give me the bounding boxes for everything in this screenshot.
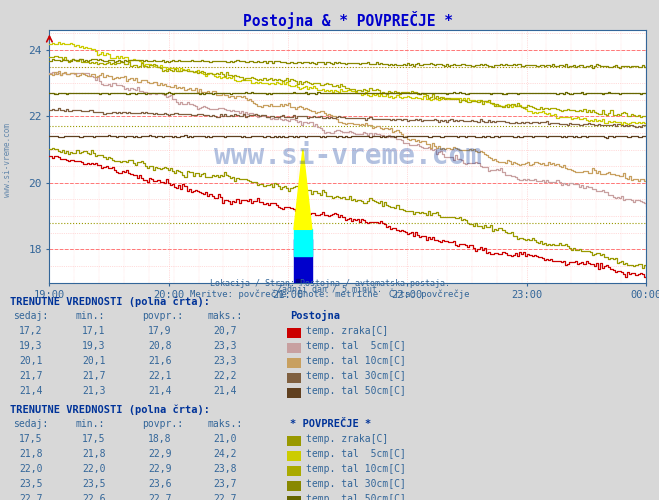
- Text: sedaj:: sedaj:: [13, 419, 48, 429]
- Text: temp. tal  5cm[C]: temp. tal 5cm[C]: [306, 341, 407, 351]
- Text: 17,5: 17,5: [19, 434, 43, 444]
- Text: Meritve: povčrečne  Enote: metrične  Črta: povčrečje: Meritve: povčrečne Enote: metrične Črta:…: [190, 288, 469, 299]
- Text: 17,9: 17,9: [148, 326, 171, 336]
- Text: temp. zraka[C]: temp. zraka[C]: [306, 434, 389, 444]
- Text: 22,0: 22,0: [82, 464, 105, 474]
- Text: 21,0: 21,0: [214, 434, 237, 444]
- Text: 22,6: 22,6: [82, 494, 105, 500]
- Text: sedaj:: sedaj:: [13, 311, 48, 321]
- Text: 24,2: 24,2: [214, 449, 237, 459]
- Text: 20,7: 20,7: [214, 326, 237, 336]
- Text: maks.:: maks.:: [208, 419, 243, 429]
- Text: TRENUTNE VREDNOSTI (polna črta):: TRENUTNE VREDNOSTI (polna črta):: [10, 296, 210, 307]
- Text: temp. zraka[C]: temp. zraka[C]: [306, 326, 389, 336]
- Text: 22,7: 22,7: [148, 494, 171, 500]
- Text: 21,4: 21,4: [214, 386, 237, 396]
- Text: 21,7: 21,7: [82, 371, 105, 381]
- Text: 22,7: 22,7: [214, 494, 237, 500]
- Bar: [294, 230, 312, 256]
- Text: 22,1: 22,1: [148, 371, 171, 381]
- Text: temp. tal 30cm[C]: temp. tal 30cm[C]: [306, 371, 407, 381]
- Text: 21,8: 21,8: [82, 449, 105, 459]
- Text: 20,8: 20,8: [148, 341, 171, 351]
- Text: 21,4: 21,4: [19, 386, 43, 396]
- Text: temp. tal 10cm[C]: temp. tal 10cm[C]: [306, 464, 407, 474]
- Text: 23,6: 23,6: [148, 479, 171, 489]
- Text: povpr.:: povpr.:: [142, 311, 183, 321]
- Text: min.:: min.:: [76, 419, 105, 429]
- Text: 22,9: 22,9: [148, 449, 171, 459]
- Title: Postojna & * POVPREČJE *: Postojna & * POVPREČJE *: [243, 11, 453, 29]
- Text: TRENUTNE VREDNOSTI (polna črta):: TRENUTNE VREDNOSTI (polna črta):: [10, 404, 210, 415]
- Bar: [294, 240, 312, 282]
- Text: 21,6: 21,6: [148, 356, 171, 366]
- Polygon shape: [294, 150, 312, 230]
- Text: 20,1: 20,1: [19, 356, 43, 366]
- Text: Postojna: Postojna: [290, 310, 340, 321]
- Bar: [297, 278, 301, 282]
- Text: 23,8: 23,8: [214, 464, 237, 474]
- Text: 23,7: 23,7: [214, 479, 237, 489]
- Text: 20,1: 20,1: [82, 356, 105, 366]
- Text: maks.:: maks.:: [208, 311, 243, 321]
- Text: 23,3: 23,3: [214, 356, 237, 366]
- Text: Lokacija / Stran: Postojna / avtomatska postaja.: Lokacija / Stran: Postojna / avtomatska …: [210, 279, 449, 288]
- Text: 18,8: 18,8: [148, 434, 171, 444]
- Text: 17,2: 17,2: [19, 326, 43, 336]
- Text: 19,3: 19,3: [82, 341, 105, 351]
- Text: 22,7: 22,7: [19, 494, 43, 500]
- Text: temp. tal 50cm[C]: temp. tal 50cm[C]: [306, 386, 407, 396]
- Text: 23,3: 23,3: [214, 341, 237, 351]
- Text: 19,3: 19,3: [19, 341, 43, 351]
- Text: 21,8: 21,8: [19, 449, 43, 459]
- Text: 22,9: 22,9: [148, 464, 171, 474]
- Text: 23,5: 23,5: [82, 479, 105, 489]
- Text: temp. tal 10cm[C]: temp. tal 10cm[C]: [306, 356, 407, 366]
- Text: temp. tal  5cm[C]: temp. tal 5cm[C]: [306, 449, 407, 459]
- Text: temp. tal 30cm[C]: temp. tal 30cm[C]: [306, 479, 407, 489]
- Text: min.:: min.:: [76, 311, 105, 321]
- Text: Zadnji dan / 5 minut.: Zadnji dan / 5 minut.: [277, 284, 382, 294]
- Text: www.si-vreme.com: www.si-vreme.com: [214, 142, 482, 170]
- Text: 21,3: 21,3: [82, 386, 105, 396]
- Text: temp. tal 50cm[C]: temp. tal 50cm[C]: [306, 494, 407, 500]
- Text: 22,2: 22,2: [214, 371, 237, 381]
- Text: 17,5: 17,5: [82, 434, 105, 444]
- Text: www.si-vreme.com: www.si-vreme.com: [3, 123, 13, 197]
- Text: * POVPREČJE *: * POVPREČJE *: [290, 419, 371, 429]
- Text: 17,1: 17,1: [82, 326, 105, 336]
- Text: 23,5: 23,5: [19, 479, 43, 489]
- Text: 22,0: 22,0: [19, 464, 43, 474]
- Text: 21,4: 21,4: [148, 386, 171, 396]
- Text: 21,7: 21,7: [19, 371, 43, 381]
- Text: povpr.:: povpr.:: [142, 419, 183, 429]
